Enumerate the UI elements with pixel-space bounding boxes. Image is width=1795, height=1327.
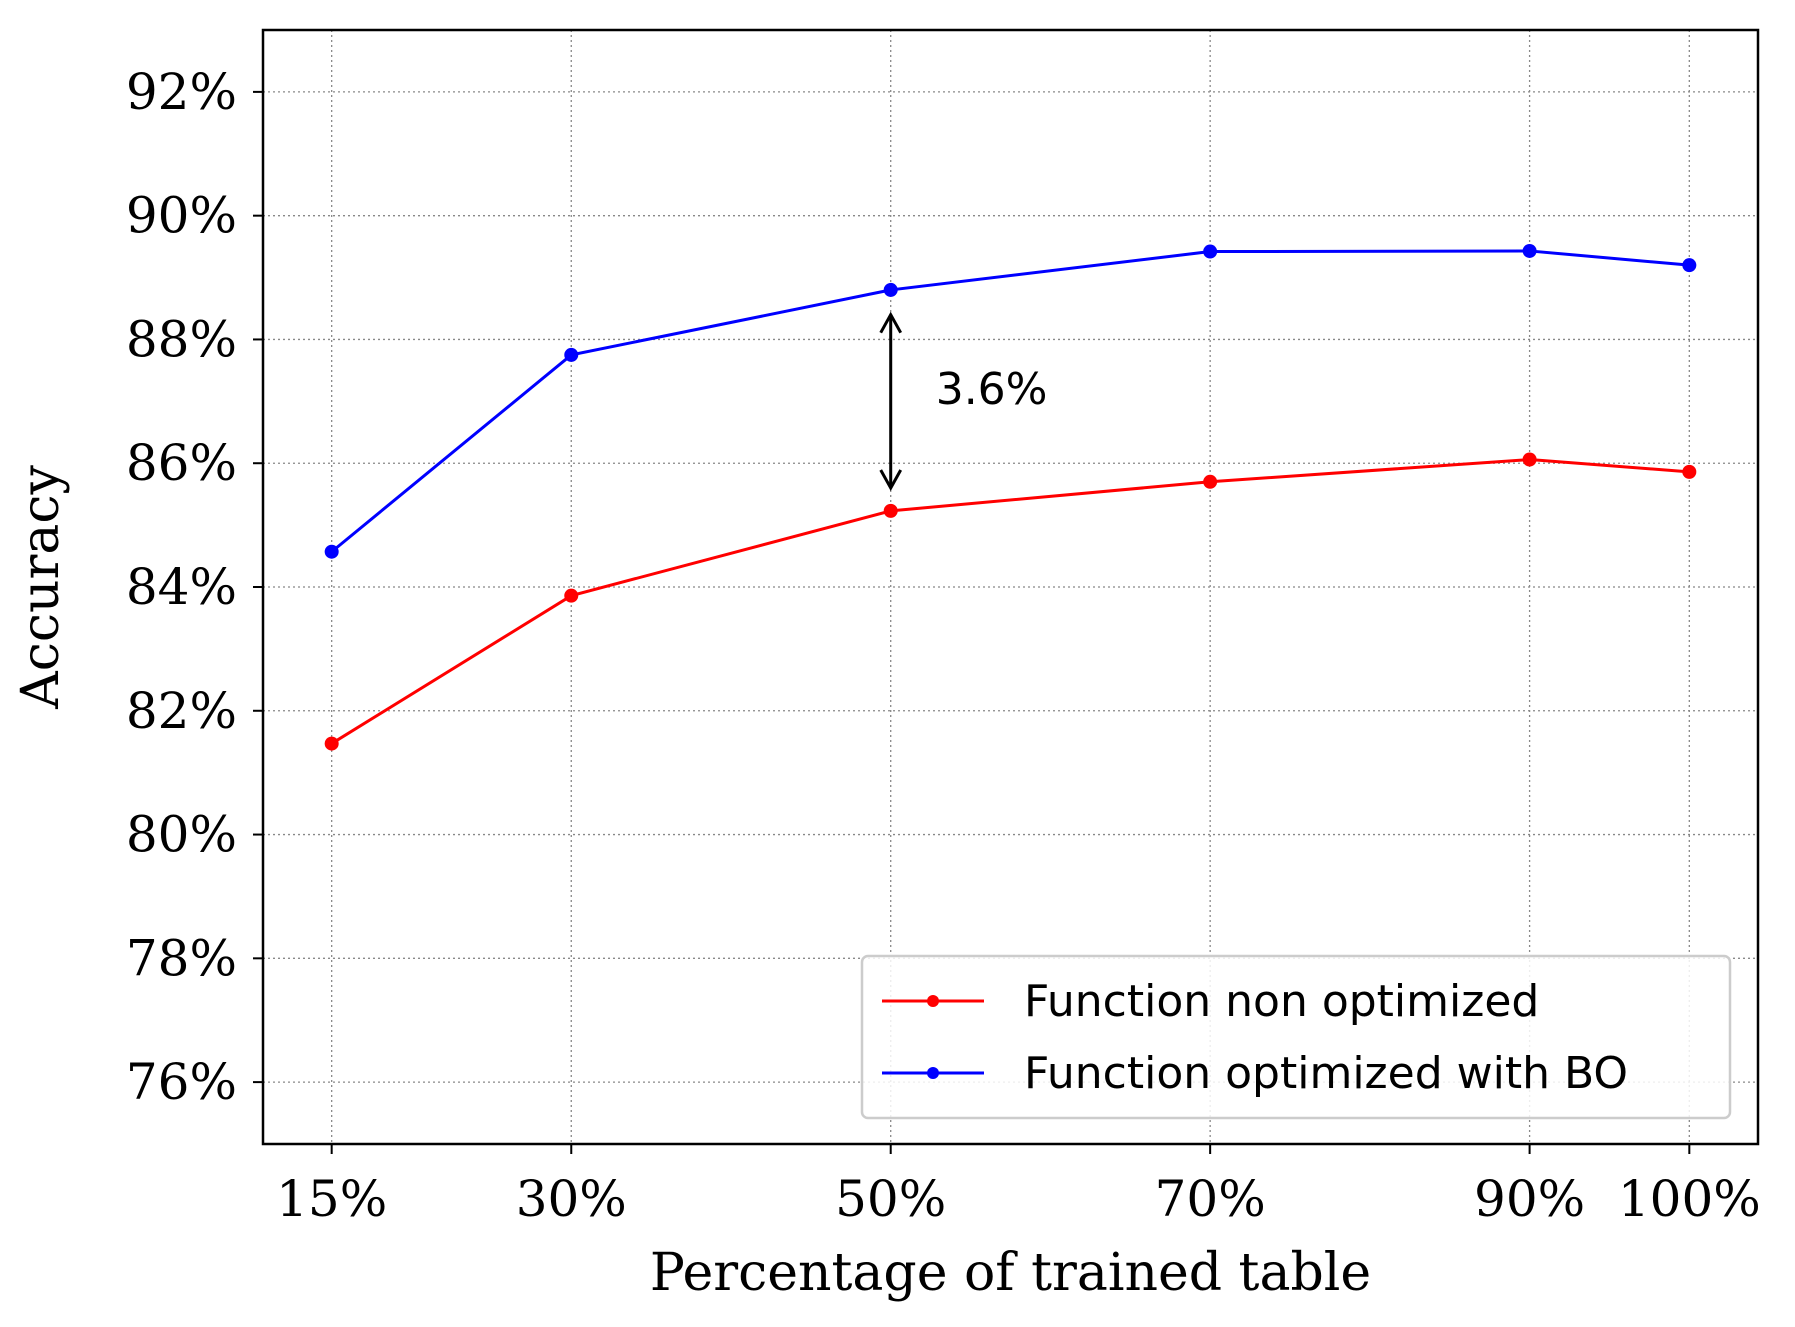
series-1-point xyxy=(324,544,339,559)
x-axis-ticks: 15% 30% 50% 70% 90% 100% xyxy=(276,1144,1761,1228)
series-0-point xyxy=(883,503,898,518)
series-0-point xyxy=(1522,452,1537,467)
y-tick-label: 78% xyxy=(126,929,237,987)
series-0-point xyxy=(564,588,579,603)
x-tick-label: 70% xyxy=(1155,1170,1266,1228)
legend-marker-optimized-bo xyxy=(927,1067,939,1079)
y-axis-title: Accuracy xyxy=(11,465,71,710)
y-tick-label: 76% xyxy=(126,1053,237,1111)
legend: Function non optimized Function optimize… xyxy=(860,954,1732,1120)
x-tick-label: 15% xyxy=(276,1170,387,1228)
y-tick-label: 80% xyxy=(126,806,237,864)
series-1-point xyxy=(1203,244,1218,259)
annotation: 3.6% xyxy=(879,311,1048,492)
y-tick-label: 82% xyxy=(126,682,237,740)
series-0-point xyxy=(1682,464,1697,479)
series-line-1 xyxy=(330,249,1690,553)
y-tick-label: 90% xyxy=(126,187,237,245)
series-0-point xyxy=(324,736,339,751)
series-line-0 xyxy=(330,458,1690,745)
x-axis-title: Percentage of trained table xyxy=(650,1243,1371,1303)
plot-frame xyxy=(261,28,1760,1146)
x-tick-label: 90% xyxy=(1474,1170,1585,1228)
series-1-point xyxy=(1682,258,1697,273)
legend-marker-non-optimized xyxy=(927,995,939,1007)
series-1-point xyxy=(564,347,579,362)
x-tick-label: 30% xyxy=(516,1170,627,1228)
gap-annotation-label: 3.6% xyxy=(936,364,1048,415)
x-tick-label: 50% xyxy=(835,1170,946,1228)
series-0-point xyxy=(1203,474,1218,489)
gap-arrow-head-bottom xyxy=(879,469,903,492)
series-1-point xyxy=(883,282,898,297)
series xyxy=(324,243,1697,751)
y-tick-label: 88% xyxy=(126,310,237,368)
y-tick-label: 86% xyxy=(126,434,237,492)
series-1-point xyxy=(1522,243,1537,258)
y-axis-ticks: 76% 78% 80% 82% 84% 86% 88% 90% 92% xyxy=(126,63,263,1111)
legend-label-non-optimized: Function non optimized xyxy=(1024,976,1539,1027)
legend-box xyxy=(860,954,1732,1120)
x-tick-label: 100% xyxy=(1618,1170,1761,1228)
y-tick-label: 92% xyxy=(126,63,237,121)
gap-arrow-head-top xyxy=(879,311,903,334)
y-tick-label: 84% xyxy=(126,558,237,616)
legend-label-optimized-bo: Function optimized with BO xyxy=(1024,1048,1628,1099)
